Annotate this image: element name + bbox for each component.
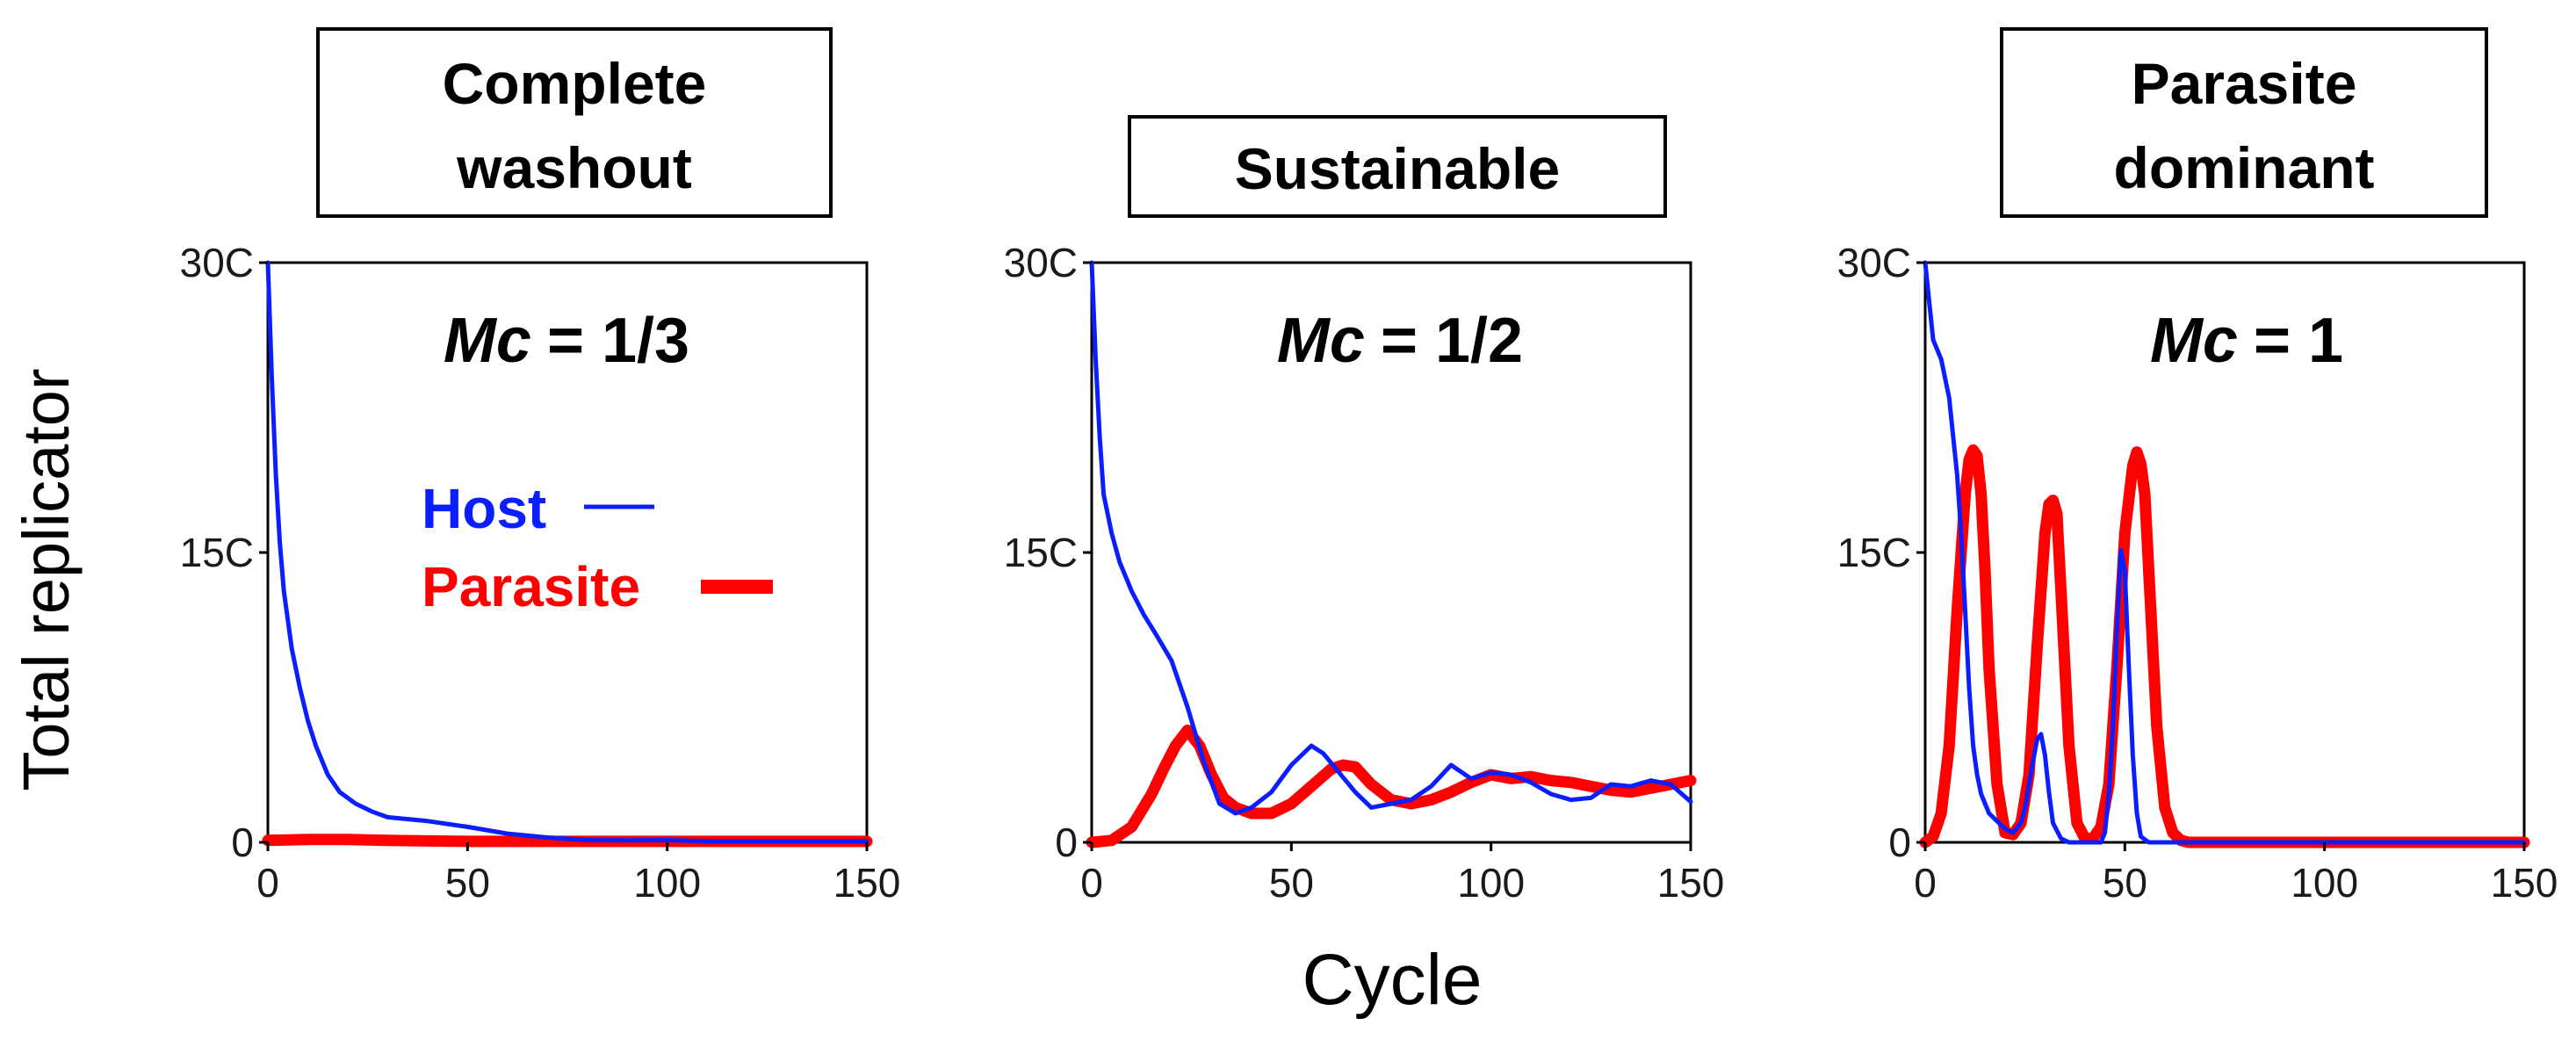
x-tick-label: 100 — [633, 860, 701, 906]
panel-title-line-2: dominant — [2114, 135, 2375, 200]
x-tick-label: 150 — [1657, 860, 1725, 906]
panel-parasite-dominant: Parasite dominant Mc = 1 0 50 100 150 0 15C 30C — [1837, 27, 2558, 906]
x-tick-label: 0 — [256, 860, 279, 906]
title-box — [316, 27, 833, 218]
mc-symbol: Mc — [444, 306, 531, 376]
y-tick-label: 15C — [180, 530, 254, 575]
y-tick-label: 15C — [1004, 530, 1078, 575]
mc-symbol: Mc — [1277, 306, 1365, 376]
title-box — [1128, 115, 1667, 218]
title-box — [2000, 27, 2488, 218]
mc-symbol: Mc — [2150, 306, 2238, 376]
series-layer — [262, 260, 873, 848]
x-tick-label: 150 — [2491, 860, 2558, 906]
panel-title-line-1: Parasite — [2132, 51, 2357, 116]
x-tick-label: 100 — [2291, 860, 2358, 906]
legend-parasite-label: Parasite — [422, 555, 640, 618]
parasite-series-line — [1086, 724, 1697, 848]
series-layer — [1919, 260, 2530, 848]
panel-title-line-2: washout — [456, 135, 692, 200]
tick-layer: 0 50 100 150 0 15C 30C — [180, 240, 901, 906]
x-tick-label: 150 — [833, 860, 901, 906]
x-tick-label: 0 — [1080, 860, 1103, 906]
series-layer — [1086, 260, 1697, 848]
x-tick-label: 50 — [2103, 860, 2147, 906]
y-tick-label: 0 — [1888, 820, 1911, 865]
host-series-line — [265, 260, 869, 844]
legend: Host Parasite — [422, 477, 773, 618]
host-series-line — [1089, 260, 1693, 816]
y-tick-label: 0 — [1055, 820, 1078, 865]
x-axis-title: Cycle — [1302, 940, 1482, 1020]
x-tick-label: 50 — [1269, 860, 1314, 906]
panel-title-line-1: Sustainable — [1235, 136, 1560, 201]
panel-sustainable: Sustainable Mc = 1/2 0 50 100 150 0 15C 30C — [1004, 115, 1725, 906]
tick-layer: 0 50 100 150 0 15C 30C — [1837, 240, 2558, 906]
parasite-series-line — [1919, 444, 2530, 848]
y-tick-label: 30C — [1837, 240, 1911, 285]
y-axis-title: Total replicator — [10, 368, 83, 791]
host-series-line — [1923, 260, 2527, 845]
mc-label: Mc = 1/2 — [1277, 306, 1523, 376]
x-tick-label: 50 — [445, 860, 490, 906]
y-tick-label: 15C — [1837, 530, 1911, 575]
panel-complete-washout: Complete washout Mc = 1/3 0 50 100 150 0 15C 30… — [180, 27, 901, 906]
mc-value: = 1/3 — [547, 306, 689, 376]
mc-value: = 1 — [2254, 306, 2343, 376]
y-tick-label: 30C — [180, 240, 254, 285]
mc-value: = 1/2 — [1381, 306, 1523, 376]
x-tick-label: 100 — [1457, 860, 1525, 906]
panel-title-line-1: Complete — [443, 51, 707, 116]
y-tick-label: 30C — [1004, 240, 1078, 285]
x-tick-label: 0 — [1914, 860, 1937, 906]
y-tick-label: 0 — [231, 820, 254, 865]
mc-label: Mc = 1/3 — [444, 306, 689, 376]
mc-label: Mc = 1 — [2150, 306, 2343, 376]
legend-host-label: Host — [422, 477, 546, 540]
tick-layer: 0 50 100 150 0 15C 30C — [1004, 240, 1725, 906]
